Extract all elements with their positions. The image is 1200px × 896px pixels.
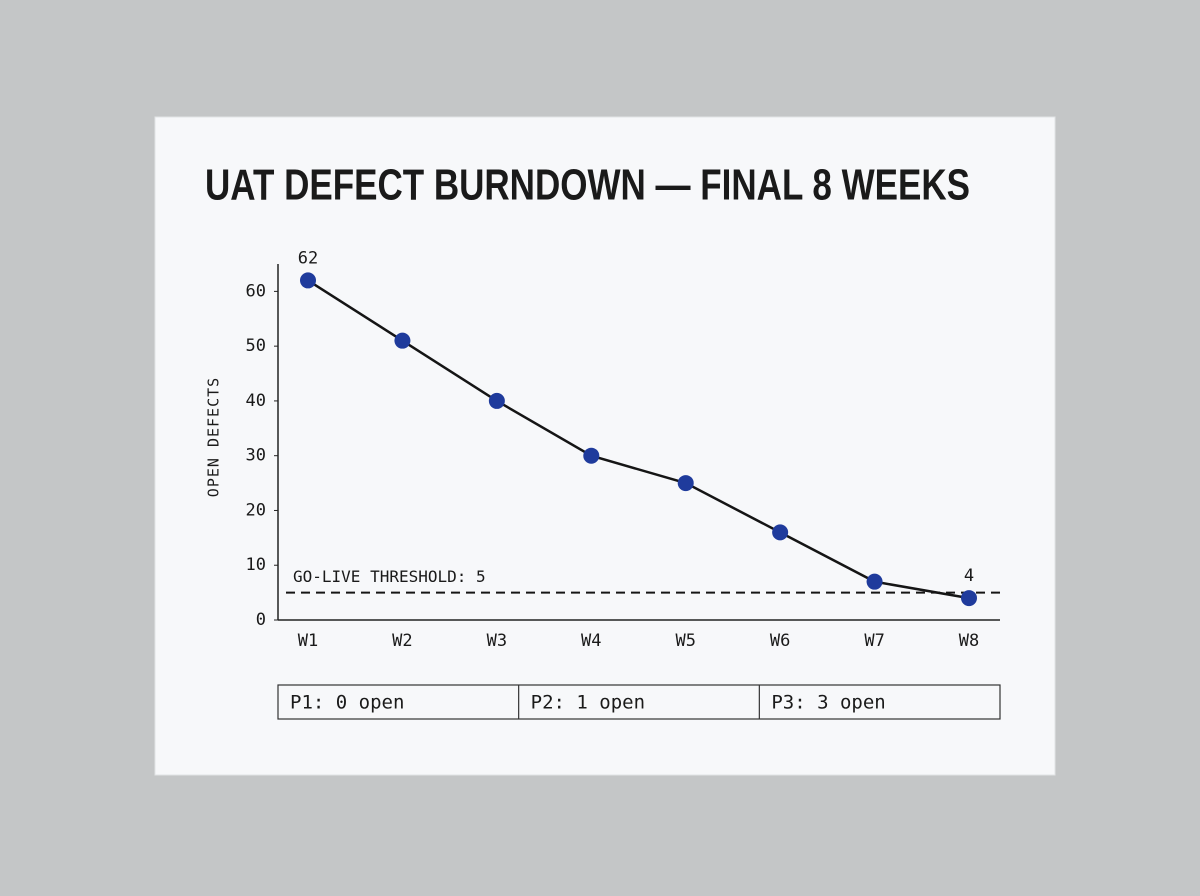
y-axis-label: OPEN DEFECTS [205,377,223,497]
x-tick-label: W1 [298,631,318,651]
y-tick-label: 40 [246,391,266,411]
y-tick-label: 60 [246,281,266,301]
summary-cell: P2: 1 open [531,692,645,714]
data-point [394,332,411,349]
data-point [677,475,694,492]
value-label: 62 [298,248,318,268]
summary-cell: P1: 0 open [290,692,404,714]
x-tick-label: W3 [487,631,507,651]
data-point [772,524,789,541]
y-tick-label: 20 [246,500,266,520]
x-tick-label: W7 [864,631,884,651]
x-tick-label: W2 [392,631,412,651]
data-point [488,392,505,409]
y-tick-label: 0 [256,610,266,630]
x-tick-label: W6 [770,631,790,651]
threshold-label: GO-LIVE THRESHOLD: 5 [293,567,486,586]
summary-table [277,684,1001,720]
x-tick-label: W5 [675,631,695,651]
data-point [961,590,977,607]
paper [154,116,1056,776]
summary-cell: P3: 3 open [771,692,885,714]
data-point [866,573,883,590]
x-tick-label: W4 [581,631,601,651]
chart-title: UAT DEFECT BURNDOWN — FINAL 8 WEEKS [205,161,970,210]
value-label: 4 [964,566,974,586]
y-tick-label: 10 [246,555,266,575]
x-tick-label: W8 [959,631,979,651]
y-tick-label: 50 [246,336,266,356]
series-line [307,279,970,600]
data-point [300,272,316,289]
y-tick-label: 30 [246,446,266,466]
data-point [583,447,600,464]
